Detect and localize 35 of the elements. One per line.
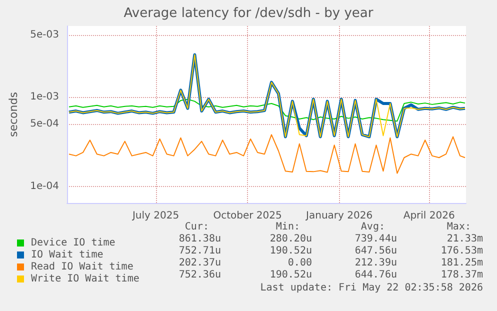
y-tick-label: 5e-04 bbox=[30, 118, 59, 130]
text: 861.38u bbox=[178, 234, 221, 244]
text: Min: bbox=[276, 222, 300, 232]
text: 739.44u bbox=[354, 234, 397, 244]
text: Cur: bbox=[184, 222, 209, 232]
legend-label: Write IO Wait time bbox=[31, 274, 140, 284]
text: 21.33m bbox=[446, 234, 483, 244]
text: 212.39u bbox=[354, 258, 397, 268]
x-tick-label: October 2025 bbox=[213, 210, 282, 222]
y-tick-label: 5e-03 bbox=[30, 29, 59, 40]
legend-label: Device IO time bbox=[31, 238, 116, 248]
y-tick-label: 1e-04 bbox=[30, 180, 59, 192]
text: 644.76u bbox=[354, 270, 397, 280]
x-tick-label: July 2025 bbox=[131, 210, 180, 222]
text: 752.36u bbox=[178, 270, 221, 280]
text: 181.25m bbox=[440, 258, 483, 268]
text: 190.52u bbox=[270, 246, 312, 256]
text: 178.37m bbox=[440, 270, 483, 280]
text: 752.71u bbox=[178, 246, 221, 256]
x-tick-label: January 2026 bbox=[305, 210, 373, 222]
text: Last update: Fri May 22 02:35:58 2026 bbox=[260, 282, 483, 294]
chart-title: Average latency for /dev/sdh - by year bbox=[124, 6, 374, 21]
text: 280.20u bbox=[270, 234, 312, 244]
legend-label: IO Wait time bbox=[31, 250, 104, 260]
x-tick-label: April 2026 bbox=[403, 210, 455, 222]
y-axis-title: seconds bbox=[7, 92, 20, 137]
text: 202.37u bbox=[178, 258, 221, 268]
text: Max: bbox=[446, 222, 471, 232]
text: 190.52u bbox=[270, 270, 312, 280]
legend-label: Read IO Wait time bbox=[31, 262, 134, 272]
text: 647.56u bbox=[354, 246, 397, 256]
y-tick-label: 1e-03 bbox=[30, 92, 59, 103]
text: 0.00 bbox=[288, 258, 312, 268]
text: Avg: bbox=[360, 222, 385, 232]
text: 176.53m bbox=[440, 246, 483, 256]
